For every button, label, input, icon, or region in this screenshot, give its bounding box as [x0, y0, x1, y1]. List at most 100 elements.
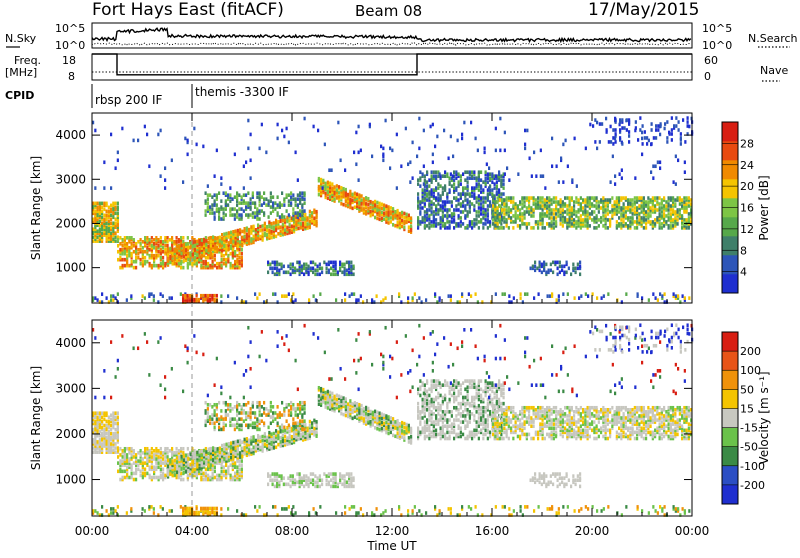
power-cell [495, 127, 497, 131]
power-cell [106, 210, 108, 214]
velocity-cell [135, 478, 137, 482]
power-cell [164, 166, 166, 170]
power-cell [353, 265, 355, 269]
velocity-cell [164, 455, 166, 459]
velocity-cell [212, 472, 214, 476]
power-cell [542, 196, 544, 200]
power-cell [655, 136, 657, 140]
velocity-cell [244, 446, 246, 450]
power-cell [574, 296, 576, 300]
power-cell [97, 235, 99, 239]
power-cell [281, 191, 283, 195]
power-cell [545, 270, 547, 274]
power-cell [673, 124, 675, 128]
power-cell [571, 206, 573, 210]
power-cell [449, 180, 451, 184]
velocity-cell [199, 458, 201, 462]
power-cell [591, 218, 593, 222]
power-cell [562, 143, 564, 147]
power-cell [510, 216, 512, 220]
power-cell [236, 296, 238, 300]
power-cell [126, 242, 128, 246]
power-cell [256, 207, 258, 211]
power-cell [418, 296, 420, 300]
power-cell [243, 164, 245, 168]
power-cell [651, 128, 653, 132]
power-cell [275, 235, 277, 239]
power-cell [623, 224, 625, 228]
power-cell [180, 236, 182, 240]
power-cell [575, 210, 577, 214]
power-cell [288, 193, 290, 197]
velocity-cell [300, 433, 302, 437]
velocity-cell [106, 420, 108, 424]
velocity-cell [221, 460, 223, 464]
power-cell [128, 264, 130, 268]
power-cell [241, 256, 243, 260]
power-cell [112, 202, 114, 206]
power-cell [335, 298, 337, 302]
power-cell [552, 270, 554, 274]
power-cell [623, 202, 625, 206]
power-cell [539, 196, 541, 200]
power-cell [381, 210, 383, 214]
power-cell [419, 170, 421, 174]
power-cell [422, 172, 424, 176]
power-cell [548, 196, 550, 200]
power-cell [196, 294, 198, 298]
power-cell [450, 294, 452, 298]
power-cell [205, 191, 207, 195]
power-cell [455, 204, 457, 208]
power-cell [471, 170, 473, 174]
power-cell [508, 196, 510, 200]
power-cell [453, 196, 455, 200]
velocity-cell [155, 465, 157, 469]
power-cell [636, 226, 638, 230]
velocity-cell [183, 454, 185, 458]
power-cell [255, 228, 257, 232]
power-cell [450, 298, 452, 302]
power-cell [247, 213, 249, 217]
power-cell [131, 242, 133, 246]
velocity-cell [203, 472, 205, 476]
power-cell [376, 205, 378, 209]
velocity-cell [101, 442, 103, 446]
power-cell [135, 266, 137, 270]
power-cell [503, 202, 505, 206]
power-cell [218, 262, 220, 266]
power-cell [385, 119, 387, 123]
velocity-cell [155, 447, 157, 451]
power-cell [632, 216, 634, 220]
power-cell [432, 153, 434, 157]
power-cell [665, 220, 667, 224]
power-cell [680, 142, 682, 146]
velocity-cell [110, 428, 112, 432]
power-cell [307, 216, 309, 220]
power-cell [460, 224, 462, 228]
velocity-cell [108, 420, 110, 424]
power-cell [470, 294, 472, 298]
velocity-cell [268, 431, 270, 435]
velocity-cell [190, 452, 192, 456]
velocity-cell [119, 447, 121, 451]
power-cell [319, 267, 321, 271]
power-cell [504, 292, 506, 296]
power-cell [602, 224, 604, 228]
velocity-cell [214, 470, 216, 474]
power-cell [478, 170, 480, 174]
power-cell [299, 209, 301, 213]
power-cell [496, 184, 498, 188]
power-cell [476, 210, 478, 214]
power-cell [453, 218, 455, 222]
power-cell [140, 238, 142, 242]
power-cell [659, 133, 661, 137]
power-cell [503, 192, 505, 196]
power-cell [464, 226, 466, 230]
power-cell [467, 180, 469, 184]
power-cell [424, 178, 426, 182]
power-cell [618, 216, 620, 220]
velocity-cell [289, 429, 291, 433]
power-cell [167, 236, 169, 240]
power-cell [482, 216, 484, 220]
power-cell [259, 217, 261, 221]
